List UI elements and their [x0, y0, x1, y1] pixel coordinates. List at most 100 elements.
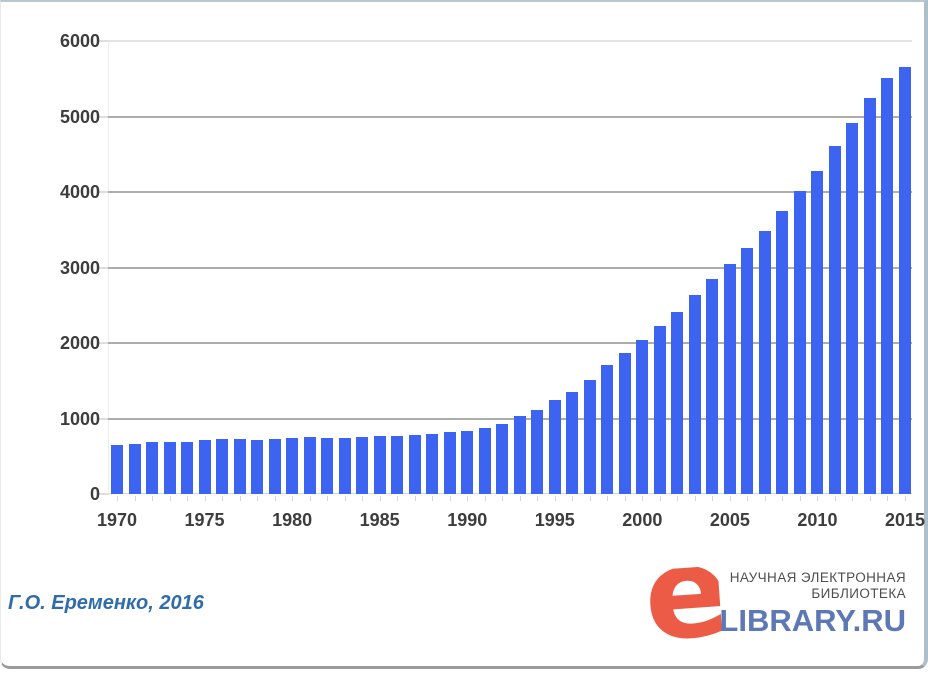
x-tick-1995	[554, 496, 556, 501]
x-axis-label-2000: 2000	[622, 510, 663, 530]
gridline-2000	[108, 342, 912, 344]
x-axis-label-2005: 2005	[709, 510, 750, 530]
x-tick-2001	[659, 496, 661, 501]
x-tick-2014	[887, 496, 889, 501]
bar-1976	[216, 439, 229, 494]
bar-2007	[758, 231, 771, 494]
x-tick-2011	[834, 496, 836, 501]
bar-1998	[601, 364, 614, 494]
x-tick-2015	[905, 496, 906, 501]
y-tick-6000	[99, 40, 108, 42]
x-tick-1992	[502, 496, 504, 501]
bar-2008	[776, 211, 789, 494]
bar-1992	[496, 424, 509, 494]
bar-2011	[828, 145, 841, 494]
bar-2006	[741, 248, 754, 494]
x-tick-1993	[519, 496, 521, 501]
x-axis-label-1970: 1970	[96, 510, 138, 530]
logo-line-2: БИБЛИОТЕКА	[811, 585, 906, 601]
x-tick-2003	[694, 496, 696, 501]
gridline-3000	[108, 266, 912, 269]
bar-2004	[706, 279, 719, 494]
x-tick-1972	[152, 496, 154, 501]
bar-2001	[653, 325, 666, 494]
y-tick-5000	[99, 115, 108, 118]
bar-1987	[408, 434, 421, 494]
bar-1971	[128, 444, 141, 494]
y-axis-label-2000: 2000	[59, 333, 100, 353]
gridline-6000	[108, 40, 912, 42]
bar-1988	[426, 433, 439, 494]
x-tick-1977	[239, 496, 241, 501]
x-tick-1991	[484, 496, 486, 501]
y-tick-2000	[99, 342, 108, 344]
y-axis-label-4000: 4000	[59, 182, 100, 202]
bar-1974	[181, 442, 194, 494]
bar-1982	[321, 437, 334, 494]
bar-1991	[478, 428, 491, 494]
attribution-text: Г.О. Еременко, 2016	[8, 592, 204, 614]
bar-1981	[303, 437, 316, 494]
x-tick-1975	[204, 496, 206, 501]
bar-1979	[268, 438, 281, 494]
bar-2009	[793, 190, 806, 494]
x-tick-2010	[817, 496, 819, 501]
elibrary-e-icon: e	[645, 565, 723, 643]
x-tick-1970	[117, 496, 118, 501]
elibrary-logo-text: НАУЧНАЯ ЭЛЕКТРОННАЯ БИБЛИОТЕКА LIBRARY.R…	[716, 570, 906, 636]
x-axis-label-1975: 1975	[184, 510, 225, 530]
x-tick-2000	[642, 496, 644, 501]
x-tick-1979	[274, 496, 276, 501]
x-axis-label-1985: 1985	[359, 510, 400, 530]
x-tick-1989	[449, 496, 451, 501]
bar-1986	[391, 435, 404, 494]
x-tick-1997	[589, 496, 591, 501]
x-tick-1986	[397, 496, 399, 501]
bar-1995	[548, 400, 561, 494]
bar-1994	[531, 410, 544, 494]
x-tick-1996	[572, 496, 574, 501]
x-tick-2006	[747, 496, 749, 501]
x-tick-1973	[169, 496, 171, 501]
x-tick-1981	[309, 496, 311, 501]
y-tick-0	[99, 493, 108, 495]
x-tick-1999	[624, 496, 626, 501]
x-tick-2008	[782, 496, 784, 501]
bar-2014	[881, 78, 894, 494]
x-tick-1978	[257, 496, 259, 501]
x-axis-label-1995: 1995	[534, 510, 575, 530]
x-axis-label-2015: 2015	[884, 510, 926, 530]
y-axis-label-5000: 5000	[59, 106, 100, 127]
bar-2012	[846, 122, 859, 494]
bar-1993	[513, 416, 526, 494]
bar-1999	[618, 352, 631, 494]
gridline-0	[108, 493, 912, 494]
x-tick-2013	[869, 496, 871, 501]
x-tick-2005	[729, 496, 731, 501]
y-tick-4000	[99, 191, 108, 193]
bar-2000	[636, 339, 649, 494]
bar-2005	[723, 264, 736, 494]
bar-1984	[356, 436, 369, 494]
bar-2015	[899, 67, 911, 494]
x-tick-2012	[852, 496, 854, 501]
bar-1973	[163, 441, 176, 494]
y-axis-label-0: 0	[89, 484, 100, 504]
x-tick-1990	[467, 496, 469, 501]
x-tick-1994	[537, 496, 539, 501]
logo-wordmark: LIBRARY.RU	[719, 603, 906, 638]
x-tick-1983	[344, 496, 346, 501]
bar-2013	[863, 97, 876, 494]
x-tick-1982	[327, 496, 329, 501]
y-axis-label-6000: 6000	[59, 31, 100, 51]
logo-line-1: НАУЧНАЯ ЭЛЕКТРОННАЯ	[729, 570, 906, 585]
x-tick-1987	[414, 496, 416, 501]
y-tick-3000	[99, 266, 108, 269]
y-tick-1000	[99, 417, 108, 420]
x-tick-1984	[362, 496, 364, 501]
x-tick-1971	[134, 496, 136, 501]
bar-1977	[233, 438, 246, 494]
